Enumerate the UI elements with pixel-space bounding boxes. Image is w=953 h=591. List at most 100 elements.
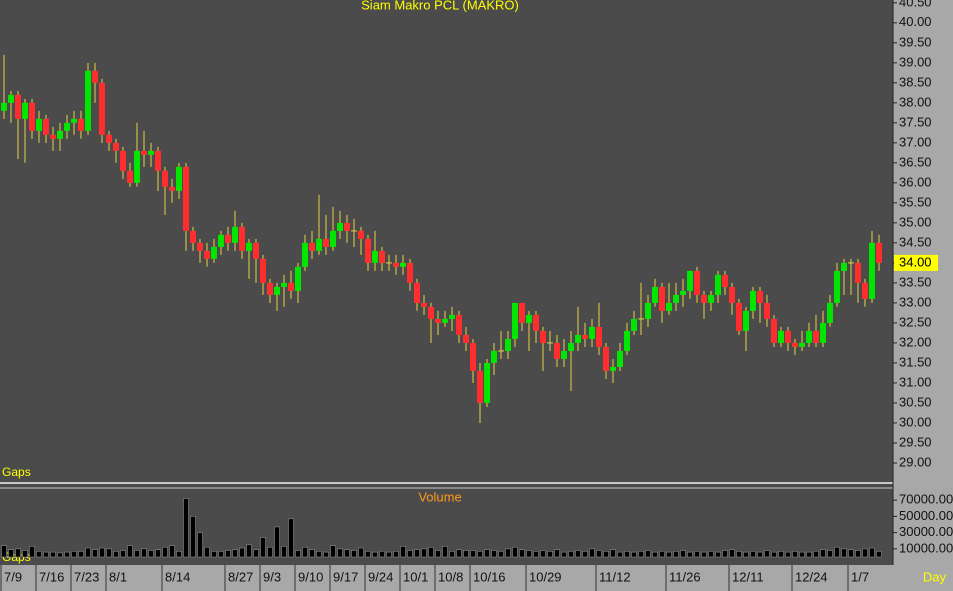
- candle-body: [407, 262, 413, 283]
- volume-bar: [596, 550, 602, 558]
- candle-body: [99, 82, 105, 135]
- candle-body: [169, 186, 175, 191]
- candle-body: [43, 118, 49, 135]
- y-tick-label: 35.50: [899, 194, 932, 209]
- volume-bar: [155, 549, 161, 558]
- volume-bar: [561, 551, 567, 558]
- volume-bar: [582, 551, 588, 558]
- candle-body: [519, 302, 525, 323]
- y-tick-label: 40.50: [899, 0, 932, 9]
- candle-body: [491, 350, 497, 363]
- candle-body: [456, 314, 462, 335]
- volume-bar: [645, 550, 651, 558]
- candle-body: [449, 314, 455, 319]
- volume-bar: [204, 546, 210, 558]
- y-tick-label: 32.00: [899, 334, 932, 349]
- candle-body: [302, 242, 308, 267]
- candle-body: [190, 230, 196, 243]
- candle-body: [855, 262, 861, 283]
- x-tick-label: 10/16: [473, 569, 506, 584]
- candle-body: [141, 150, 147, 155]
- volume-bar: [316, 551, 322, 558]
- volume-bar: [372, 551, 378, 558]
- volume-bar: [393, 551, 399, 558]
- candle-body: [274, 286, 280, 295]
- volume-bar: [659, 551, 665, 558]
- volume-bar: [106, 548, 112, 558]
- volume-bar: [71, 551, 77, 558]
- candle-body: [750, 290, 756, 311]
- candle-body: [477, 370, 483, 403]
- volume-bar: [134, 550, 140, 558]
- y-tick-label: 37.00: [899, 134, 932, 149]
- volume-bar: [428, 546, 434, 558]
- candle-body: [505, 338, 511, 351]
- volume-bar: [141, 548, 147, 558]
- y2-tick-label: 10000.00: [899, 540, 953, 555]
- candle-body: [393, 262, 399, 267]
- candle-body: [827, 302, 833, 323]
- x-tick-label: 12/11: [732, 569, 764, 584]
- y-tick-label: 30.00: [899, 414, 932, 429]
- volume-bar: [50, 551, 56, 558]
- volume-bar: [498, 551, 504, 558]
- candle-body: [785, 330, 791, 343]
- y-tick-label: 34.50: [899, 234, 932, 249]
- x-tick-label: 12/24: [795, 569, 828, 584]
- volume-bar: [190, 516, 196, 558]
- volume-bar: [43, 551, 49, 558]
- volume-bar: [421, 548, 427, 558]
- volume-bar: [540, 550, 546, 558]
- y2-tick-label: 70000.00: [899, 492, 953, 507]
- period-label: Day: [923, 569, 947, 584]
- y-tick-label: 33.50: [899, 274, 932, 289]
- candle-body: [379, 250, 385, 263]
- volume-bar: [232, 549, 238, 558]
- candle-body: [771, 318, 777, 343]
- candle-body: [148, 150, 154, 155]
- candle-body: [624, 330, 630, 351]
- candle-body: [610, 366, 616, 371]
- candle-body: [617, 350, 623, 367]
- volume-bar: [85, 547, 91, 558]
- volume-bar: [589, 548, 595, 558]
- volume-title: Volume: [418, 489, 461, 504]
- volume-bar: [694, 551, 700, 558]
- y-tick-label: 33.00: [899, 294, 932, 309]
- candle-body: [365, 238, 371, 263]
- y-tick-label: 39.00: [899, 54, 932, 69]
- x-tick-label: 1/7: [851, 569, 869, 584]
- candle-body: [421, 302, 427, 307]
- candle-body: [876, 242, 882, 263]
- candle-body: [288, 282, 294, 291]
- volume-bar: [715, 551, 721, 558]
- volume-bar: [547, 551, 553, 558]
- volume-bar: [120, 550, 126, 558]
- volume-bar: [239, 547, 245, 558]
- volume-bar: [729, 549, 735, 558]
- volume-bar: [127, 545, 133, 558]
- volume-bar: [435, 550, 441, 558]
- volume-bar: [274, 526, 280, 558]
- volume-bar: [610, 549, 616, 558]
- candle-body: [267, 282, 273, 295]
- volume-bar: [575, 550, 581, 558]
- volume-bar: [470, 550, 476, 558]
- volume-bar: [365, 551, 371, 558]
- y-tick-label: 29.50: [899, 434, 932, 449]
- candle-body: [204, 250, 210, 259]
- volume-bar: [764, 550, 770, 558]
- volume-bar: [526, 550, 532, 558]
- candle-body: [862, 282, 868, 299]
- volume-bar: [309, 549, 315, 558]
- volume-bar: [463, 550, 469, 558]
- x-tick-label: 8/14: [165, 569, 190, 584]
- volume-bar: [148, 550, 154, 558]
- candle-body: [435, 318, 441, 323]
- volume-bar: [8, 549, 14, 558]
- volume-bar: [295, 550, 301, 558]
- volume-bar: [568, 551, 574, 558]
- volume-bar: [288, 518, 294, 558]
- y-tick-label: 30.50: [899, 394, 932, 409]
